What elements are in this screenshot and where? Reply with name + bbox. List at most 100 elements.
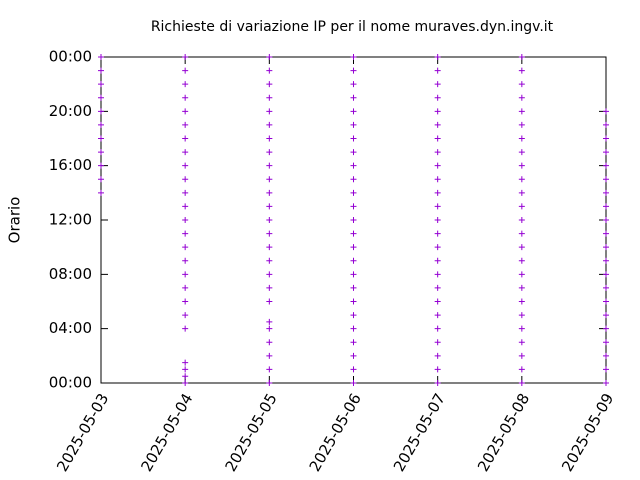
y-tick-label: 20:00	[49, 102, 92, 120]
point	[434, 94, 441, 101]
point	[350, 176, 357, 183]
point	[98, 81, 104, 88]
point	[518, 298, 525, 305]
y-tick-label: 08:00	[49, 265, 92, 283]
point	[518, 284, 525, 291]
point	[350, 54, 357, 60]
point	[266, 366, 273, 373]
point	[434, 108, 441, 115]
point	[603, 108, 609, 115]
point	[434, 121, 441, 128]
point	[182, 108, 189, 115]
point	[518, 230, 525, 237]
point	[98, 176, 104, 183]
point	[518, 325, 525, 332]
point	[434, 189, 441, 196]
point	[266, 149, 273, 156]
point	[182, 189, 189, 196]
point	[603, 244, 609, 251]
point	[350, 108, 357, 115]
point	[266, 325, 273, 332]
point	[182, 203, 189, 210]
point	[266, 54, 273, 60]
y-tick-label: 00:00	[49, 48, 92, 66]
point	[434, 380, 441, 386]
point	[603, 352, 609, 359]
point	[350, 149, 357, 156]
point	[518, 149, 525, 156]
point	[603, 339, 609, 346]
point	[603, 162, 609, 169]
point	[518, 135, 525, 142]
point	[98, 189, 104, 196]
point	[98, 162, 104, 169]
point	[266, 81, 273, 88]
point	[518, 352, 525, 359]
point	[182, 217, 189, 223]
point	[603, 298, 609, 305]
point	[350, 339, 357, 346]
point	[434, 257, 441, 264]
point	[350, 366, 357, 373]
point	[182, 373, 189, 380]
point	[603, 176, 609, 183]
point	[603, 135, 609, 142]
point	[182, 284, 189, 291]
point	[603, 149, 609, 156]
point	[182, 257, 189, 264]
point	[434, 217, 441, 223]
point	[434, 230, 441, 237]
point	[350, 81, 357, 88]
y-tick-label: 00:00	[49, 374, 92, 392]
point	[434, 352, 441, 359]
point	[603, 189, 609, 196]
point	[182, 162, 189, 169]
point	[434, 81, 441, 88]
point	[518, 339, 525, 346]
point	[350, 298, 357, 305]
point	[182, 312, 189, 319]
point	[266, 298, 273, 305]
chart-title: Richieste di variazione IP per il nome m…	[151, 19, 554, 35]
point	[182, 271, 189, 278]
point	[350, 244, 357, 251]
point	[266, 162, 273, 169]
point	[350, 135, 357, 142]
point	[350, 217, 357, 223]
point	[518, 380, 525, 386]
point	[434, 271, 441, 278]
point	[603, 217, 609, 223]
point	[434, 339, 441, 346]
point	[266, 135, 273, 142]
x-tick-label: 2025-05-04	[137, 390, 196, 475]
point	[266, 257, 273, 264]
point	[603, 366, 609, 373]
point	[182, 54, 189, 60]
point	[518, 121, 525, 128]
point	[266, 318, 273, 325]
point	[434, 312, 441, 319]
point	[98, 54, 104, 60]
y-tick-label: 04:00	[49, 319, 92, 337]
point	[603, 121, 609, 128]
point	[350, 94, 357, 101]
point	[182, 298, 189, 305]
point	[350, 162, 357, 169]
point	[518, 81, 525, 88]
point	[98, 67, 104, 74]
x-tick-label: 2025-05-08	[474, 390, 533, 475]
x-tick-label: 2025-05-07	[390, 390, 449, 475]
point	[603, 271, 609, 278]
point	[434, 176, 441, 183]
point	[182, 121, 189, 128]
point	[350, 257, 357, 264]
point	[266, 244, 273, 251]
point	[603, 325, 609, 332]
point	[603, 380, 609, 386]
point	[350, 271, 357, 278]
point	[266, 67, 273, 74]
point	[182, 149, 189, 156]
point	[350, 284, 357, 291]
point	[350, 230, 357, 237]
